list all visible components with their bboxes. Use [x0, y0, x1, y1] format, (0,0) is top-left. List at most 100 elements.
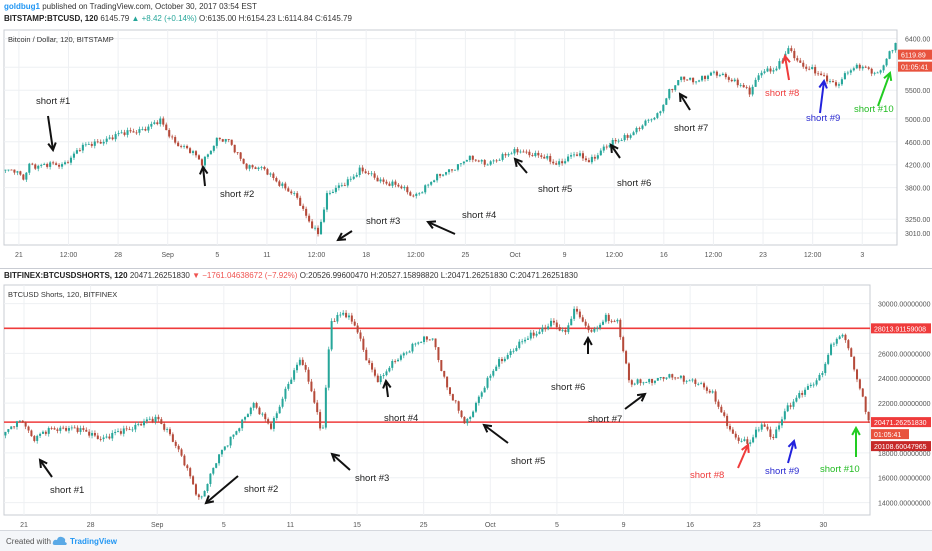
candle-body [593, 329, 596, 332]
candle-body [4, 169, 7, 171]
candle-body [4, 431, 7, 436]
candle-body [737, 437, 740, 441]
time-tick-label: 23 [753, 522, 761, 529]
candle-body [171, 434, 174, 442]
candle-body [412, 195, 415, 197]
tradingview-brand-link[interactable]: TradingView [70, 537, 117, 546]
annotation-label: short #4 [384, 413, 418, 424]
candle-body [319, 221, 323, 235]
candle-body [846, 72, 849, 74]
shorts-symbol-line: BITFINEX:BTCUSDSHORTS, 120 20471.2625183… [4, 271, 578, 280]
panel-separator[interactable] [0, 268, 932, 269]
candle-body [388, 367, 391, 372]
candle-body [397, 359, 400, 362]
candle-body [858, 64, 861, 69]
candle-body [241, 419, 244, 429]
annotation-label: short #5 [538, 184, 572, 195]
candle-body [474, 402, 477, 412]
candle-body [703, 76, 707, 79]
candle-body [532, 332, 535, 336]
candle-body [126, 130, 129, 135]
candle-body [832, 343, 835, 345]
candle-body [63, 162, 67, 165]
candle-body [622, 337, 625, 352]
candle-body [325, 193, 329, 210]
time-tick-label: 21 [15, 252, 23, 259]
annotation-label: short #10 [854, 104, 894, 115]
btcusd-shorts-chart-panel[interactable]: 30000.00000000 26000.00000000 24000.000000… [0, 283, 932, 529]
candle-body [700, 383, 703, 385]
candle-body [180, 146, 183, 147]
candles [4, 306, 870, 500]
candle-body [711, 391, 714, 393]
candle-body [644, 120, 647, 126]
candle-body [25, 172, 28, 180]
candle-body [316, 402, 319, 413]
candle-body [799, 60, 802, 63]
price-tick-label: 18000.00000000 [878, 451, 931, 458]
candle-body [361, 167, 364, 172]
candle-body [680, 76, 683, 81]
candle-body [671, 89, 674, 91]
candle-body [610, 320, 613, 322]
shorts-symbol-name[interactable]: BITFINEX:BTCUSDSHORTS, 120 [4, 271, 128, 280]
candle-body [757, 429, 760, 431]
price-tick-label: 14000.00000000 [878, 501, 931, 508]
time-tick-label: 12:00 [308, 252, 326, 259]
candle-body [552, 161, 555, 164]
candle-body [492, 160, 495, 162]
candle-body [212, 145, 215, 151]
candle-body [209, 150, 212, 155]
candle-body [135, 132, 138, 134]
candle-body [567, 325, 570, 333]
candle-body [728, 425, 732, 430]
candle-body [174, 137, 177, 143]
candle-body [792, 401, 795, 407]
symbol-line: BITSTAMP:BTCUSD, 120 6145.79 ▲ +8.42 (+0… [4, 14, 352, 23]
candle-body [450, 169, 454, 171]
candle-body [648, 379, 651, 383]
candle-body [620, 140, 623, 141]
candle-body [528, 151, 531, 156]
time-tick-label: 11 [263, 252, 270, 259]
annotation-label: short #2 [244, 484, 278, 495]
annotation-arrow [737, 444, 749, 469]
candle-body [134, 424, 137, 430]
candle-body [206, 154, 209, 157]
candle-body [141, 129, 144, 130]
candle-body [495, 160, 498, 162]
grid [4, 285, 870, 515]
price-tick-label: 26000.00000000 [878, 351, 931, 358]
candle-body [154, 416, 157, 422]
candle-body [656, 377, 659, 381]
candle-body [7, 429, 10, 432]
candle-body [442, 174, 445, 176]
time-tick-label: 9 [622, 522, 626, 529]
time-tick-label: Oct [485, 522, 496, 529]
candle-body [575, 308, 579, 312]
candle-body [229, 436, 232, 446]
candle-body [683, 76, 686, 80]
btcusd-chart-panel[interactable]: 6400.005900.005500.005000.004600.004200.… [0, 28, 932, 268]
annotation-label: short #2 [220, 189, 254, 200]
candle-body [614, 139, 617, 142]
candle-body [117, 133, 120, 135]
candle-body [284, 388, 287, 399]
candle-body [408, 351, 411, 353]
symbol-name[interactable]: BITSTAMP:BTCUSD, 120 [4, 14, 99, 23]
candle-body [264, 413, 267, 420]
candle-body [498, 359, 501, 367]
annotation-arrow [331, 453, 351, 471]
candle-body [480, 392, 483, 397]
annotation-arrow-head [741, 443, 750, 454]
time-tick-label: 9 [563, 252, 567, 259]
candle-body [391, 361, 394, 368]
candle-body [321, 427, 324, 429]
author-link[interactable]: goldbug1 [4, 2, 40, 11]
candle-body [281, 398, 284, 407]
candle-body [885, 58, 888, 66]
annotation-label: short #1 [36, 96, 70, 107]
candle-body [379, 179, 382, 182]
candle-body [671, 374, 674, 378]
candle-body [500, 359, 503, 362]
